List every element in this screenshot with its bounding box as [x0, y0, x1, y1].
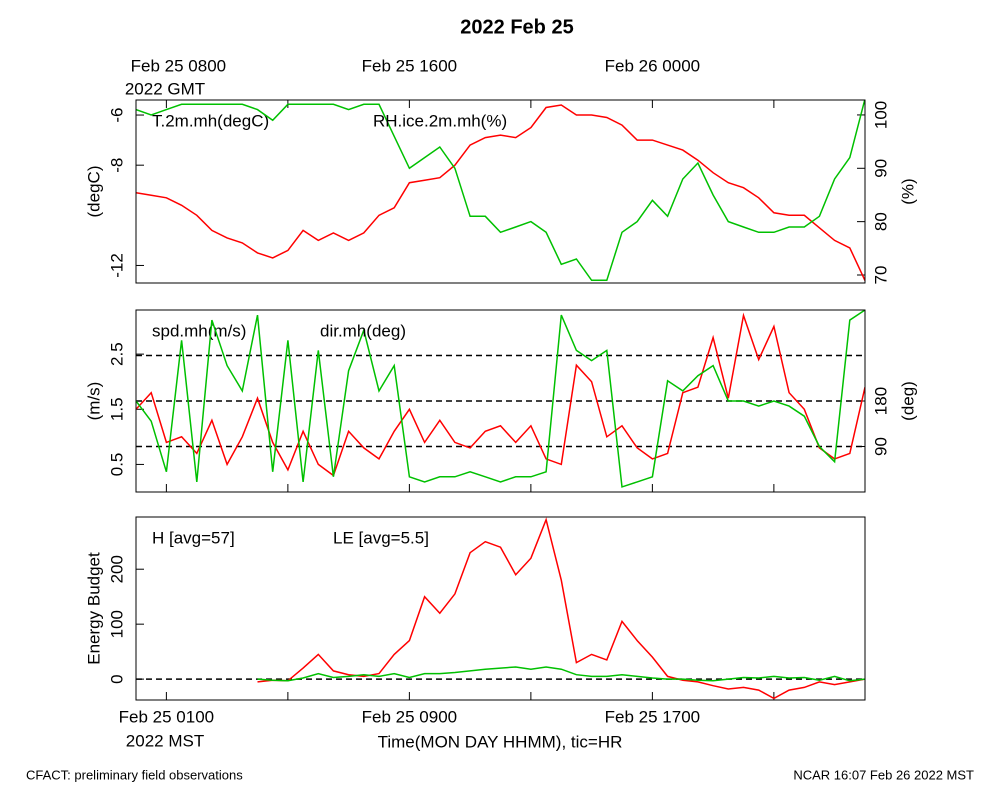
y-tick-label: -12	[107, 253, 126, 278]
y2-tick-label: 90	[871, 437, 890, 456]
y2-tick-label: 70	[871, 266, 890, 285]
x-axis-label: Time(MON DAY HHMM), tic=HR	[378, 732, 623, 751]
series-label: RH.ice.2m.mh(%)	[373, 111, 507, 130]
y2-tick-label: 180	[871, 387, 890, 415]
x-tick-label: Feb 25 0100	[119, 707, 214, 726]
y-axis-label: (degC)	[84, 166, 103, 218]
x2-tick-label: Feb 26 0000	[605, 56, 700, 75]
chart-title: 2022 Feb 25	[460, 16, 573, 38]
x-tick-label: Feb 25 0900	[362, 707, 457, 726]
series-line	[136, 100, 865, 282]
series-line	[136, 104, 865, 281]
series-label: spd.mh(m/s)	[152, 321, 246, 340]
plot-frame	[135, 309, 866, 493]
y2-tick-label: 100	[871, 101, 890, 129]
series-label: LE [avg=5.5]	[333, 528, 429, 547]
y-tick-label: 0.5	[107, 453, 126, 477]
series-label: T.2m.mh(degC)	[152, 111, 269, 130]
y2-tick-label: 90	[871, 159, 890, 178]
y-tick-label: 1.5	[107, 397, 126, 421]
x2-note: 2022 GMT	[125, 79, 205, 98]
series-label: dir.mh(deg)	[320, 321, 406, 340]
y-axis-label: (m/s)	[84, 382, 103, 421]
y-tick-label: 200	[107, 555, 126, 583]
plot-frame	[135, 516, 866, 701]
series-line	[257, 666, 865, 682]
y-tick-label: -6	[107, 107, 126, 122]
series-label: H [avg=57]	[152, 528, 235, 547]
footer-left: CFACT: preliminary field observations	[26, 767, 243, 782]
x-tick-label: Feb 25 1700	[605, 707, 700, 726]
x2-tick-label: Feb 25 0800	[131, 56, 226, 75]
y-tick-label: 2.5	[107, 342, 126, 366]
y-tick-label: -8	[107, 158, 126, 173]
x-note: 2022 MST	[126, 731, 204, 750]
y2-axis-label: (%)	[898, 178, 917, 204]
plot-frame	[135, 99, 866, 284]
y-tick-label: 100	[107, 610, 126, 638]
y-tick-label: 0	[107, 674, 126, 683]
x2-tick-label: Feb 25 1600	[362, 56, 457, 75]
y2-axis-label: (deg)	[898, 381, 917, 421]
series-line	[136, 312, 865, 477]
footer-right: NCAR 16:07 Feb 26 2022 MST	[793, 767, 974, 782]
series-line	[136, 310, 865, 488]
y-axis-label: Energy Budget	[84, 552, 103, 665]
y2-tick-label: 80	[871, 212, 890, 231]
